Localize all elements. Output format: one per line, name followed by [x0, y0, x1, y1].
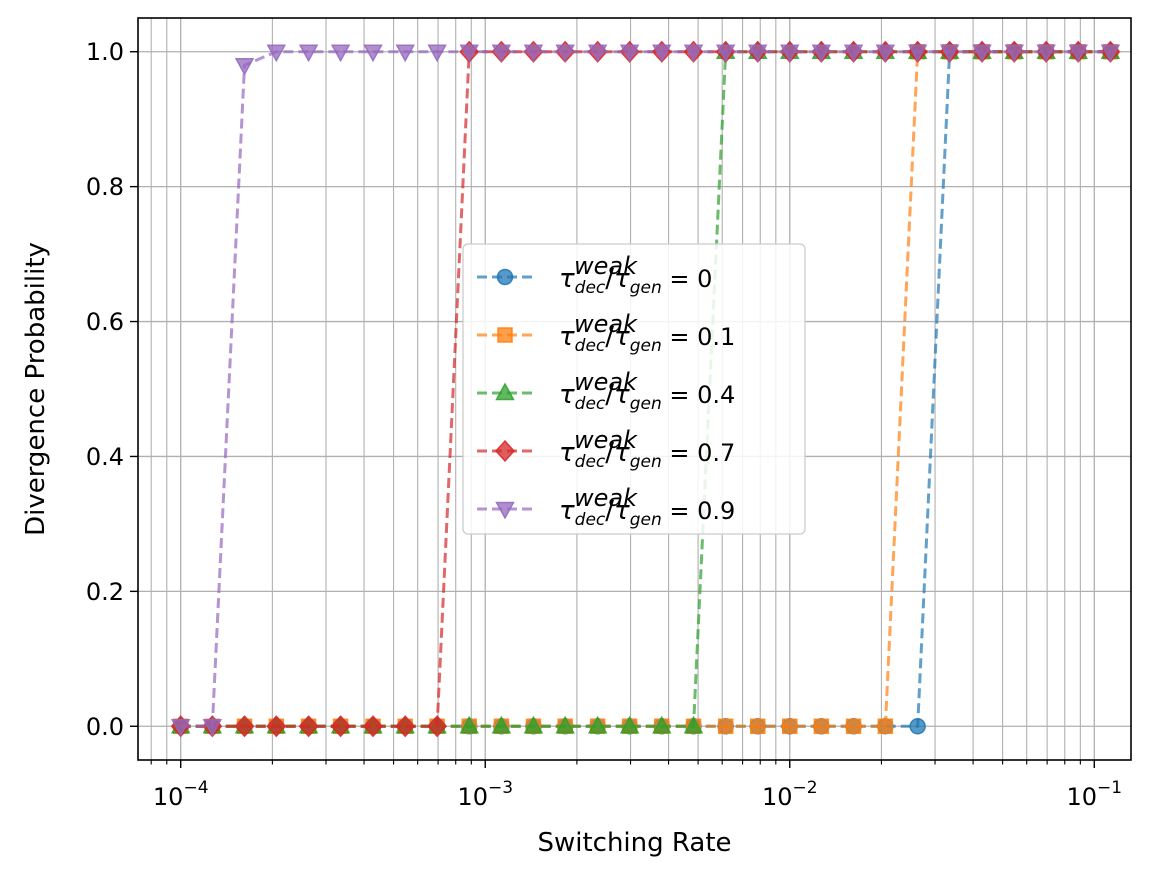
data-point: [1068, 44, 1089, 63]
data-point: [427, 44, 447, 63]
data-point: [555, 715, 575, 734]
legend-label: τdec/τgen = 0.1: [559, 322, 735, 356]
data-point: [170, 719, 191, 737]
data-point: [234, 715, 255, 738]
y-tick-label: 0.2: [86, 578, 124, 606]
y-tick-label: 0.8: [86, 173, 124, 201]
data-point: [877, 718, 894, 735]
x-tick-label: 10−4: [153, 778, 209, 811]
data-point: [939, 44, 960, 63]
data-point: [427, 715, 448, 738]
data-point: [234, 57, 255, 76]
y-axis-label: Divergence Probability: [21, 242, 51, 536]
data-point: [523, 715, 544, 734]
series-layer: [170, 40, 1121, 738]
data-point: [779, 44, 800, 63]
data-point: [587, 44, 608, 63]
x-tick-label: 10−3: [457, 778, 513, 811]
data-point: [491, 715, 512, 734]
data-point: [683, 715, 704, 734]
legend-label: τdec/τgen = 0.9: [559, 496, 735, 530]
data-point: [459, 44, 479, 63]
legend-marker: [494, 439, 516, 463]
data-point: [555, 44, 575, 63]
data-point: [330, 44, 351, 63]
legend-superscript: weak: [574, 310, 638, 338]
data-point: [715, 44, 736, 63]
y-tick-label: 0.0: [86, 713, 124, 741]
legend-marker: [496, 268, 514, 286]
x-tick-label: 10−2: [762, 778, 818, 811]
legend-marker: [495, 501, 515, 520]
y-tick-label: 0.6: [86, 308, 124, 336]
legend-superscript: weak: [574, 426, 638, 454]
data-point: [298, 44, 319, 63]
data-point: [717, 718, 734, 735]
data-point: [395, 44, 415, 63]
data-point: [1004, 44, 1025, 63]
data-point: [619, 44, 640, 63]
data-point: [1100, 44, 1121, 63]
data-point: [683, 44, 704, 63]
data-point: [587, 715, 608, 734]
data-point: [909, 718, 926, 735]
legend-marker: [495, 382, 515, 401]
legend-label: τdec/τgen = 0.7: [559, 438, 735, 472]
plot-frame: [137, 17, 1132, 761]
data-point: [782, 718, 798, 735]
ticks: 0.0 0.2 0.4 0.6 0.8 1.0 10−4 10−3 10−2 10−1: [86, 38, 1122, 811]
legend-superscript: weak: [574, 252, 638, 280]
data-point: [363, 44, 383, 63]
data-point: [811, 44, 832, 63]
data-point: [298, 715, 319, 738]
data-point: [491, 44, 512, 63]
legend-label: τdec/τgen = 0: [559, 264, 712, 298]
data-point: [652, 44, 672, 63]
data-point: [813, 718, 830, 735]
x-tick-label: 10−1: [1066, 778, 1122, 811]
data-point: [1036, 44, 1056, 63]
data-point: [972, 44, 992, 63]
data-point: [843, 44, 864, 63]
legend-marker: [497, 327, 513, 343]
data-point: [619, 715, 640, 734]
data-point: [395, 715, 416, 738]
x-axis-label: Switching Rate: [537, 828, 731, 858]
y-tick-label: 0.4: [86, 443, 124, 471]
data-point: [330, 715, 351, 738]
data-point: [362, 715, 384, 738]
data-point: [523, 44, 544, 63]
data-point: [652, 715, 672, 734]
data-point: [749, 718, 766, 735]
legend-box: [462, 243, 806, 535]
data-point: [266, 715, 287, 738]
data-point: [202, 719, 223, 737]
data-point: [845, 718, 862, 735]
legend-superscript: weak: [574, 484, 638, 512]
data-point: [266, 44, 287, 63]
legend-superscript: weak: [574, 368, 638, 396]
data-point: [875, 44, 896, 63]
legend-label: τdec/τgen = 0.4: [559, 380, 735, 414]
data-point: [747, 44, 768, 63]
data-point: [459, 715, 479, 734]
y-tick-label: 1.0: [86, 38, 124, 66]
series-0.9: [170, 44, 1121, 737]
data-point: [907, 44, 928, 63]
